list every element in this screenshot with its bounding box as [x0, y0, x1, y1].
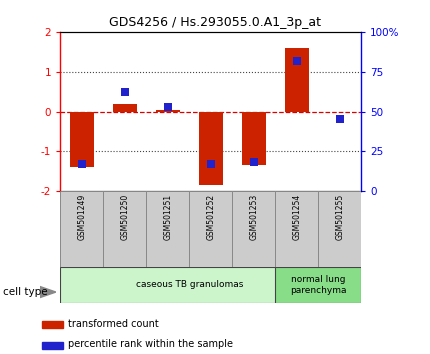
Bar	[189, 191, 232, 267]
Bar	[285, 48, 308, 112]
Point	[164, 104, 171, 110]
Bar	[70, 112, 94, 167]
Text: caseous TB granulomas: caseous TB granulomas	[135, 280, 243, 290]
Text: GSM501252: GSM501252	[206, 194, 215, 240]
Bar	[103, 191, 146, 267]
Bar	[275, 191, 318, 267]
Text: GSM501255: GSM501255	[335, 194, 344, 240]
Text: transformed count: transformed count	[68, 319, 159, 329]
Text: normal lung
parenchyma: normal lung parenchyma	[290, 275, 347, 295]
Point	[207, 161, 214, 167]
Bar	[156, 109, 179, 112]
Text: percentile rank within the sample: percentile rank within the sample	[68, 339, 233, 349]
Bar	[60, 267, 318, 303]
Bar	[318, 191, 361, 267]
Text: GSM501250: GSM501250	[120, 194, 129, 240]
Point	[250, 160, 257, 165]
Bar	[275, 267, 361, 303]
Bar	[199, 112, 223, 185]
Bar	[242, 112, 266, 165]
Point	[121, 90, 128, 95]
Point	[293, 58, 300, 63]
Bar	[42, 321, 63, 329]
Bar	[146, 191, 189, 267]
Bar	[232, 191, 275, 267]
Bar	[60, 191, 103, 267]
Point	[336, 117, 343, 122]
Text: cell type: cell type	[3, 287, 48, 297]
Text: GSM501249: GSM501249	[77, 194, 86, 240]
Text: GDS4256 / Hs.293055.0.A1_3p_at: GDS4256 / Hs.293055.0.A1_3p_at	[109, 16, 321, 29]
Text: GSM501253: GSM501253	[249, 194, 258, 240]
Bar	[42, 342, 63, 349]
Polygon shape	[40, 286, 56, 298]
Text: GSM501251: GSM501251	[163, 194, 172, 240]
Text: GSM501254: GSM501254	[292, 194, 301, 240]
Bar	[113, 103, 137, 112]
Point	[78, 161, 85, 167]
